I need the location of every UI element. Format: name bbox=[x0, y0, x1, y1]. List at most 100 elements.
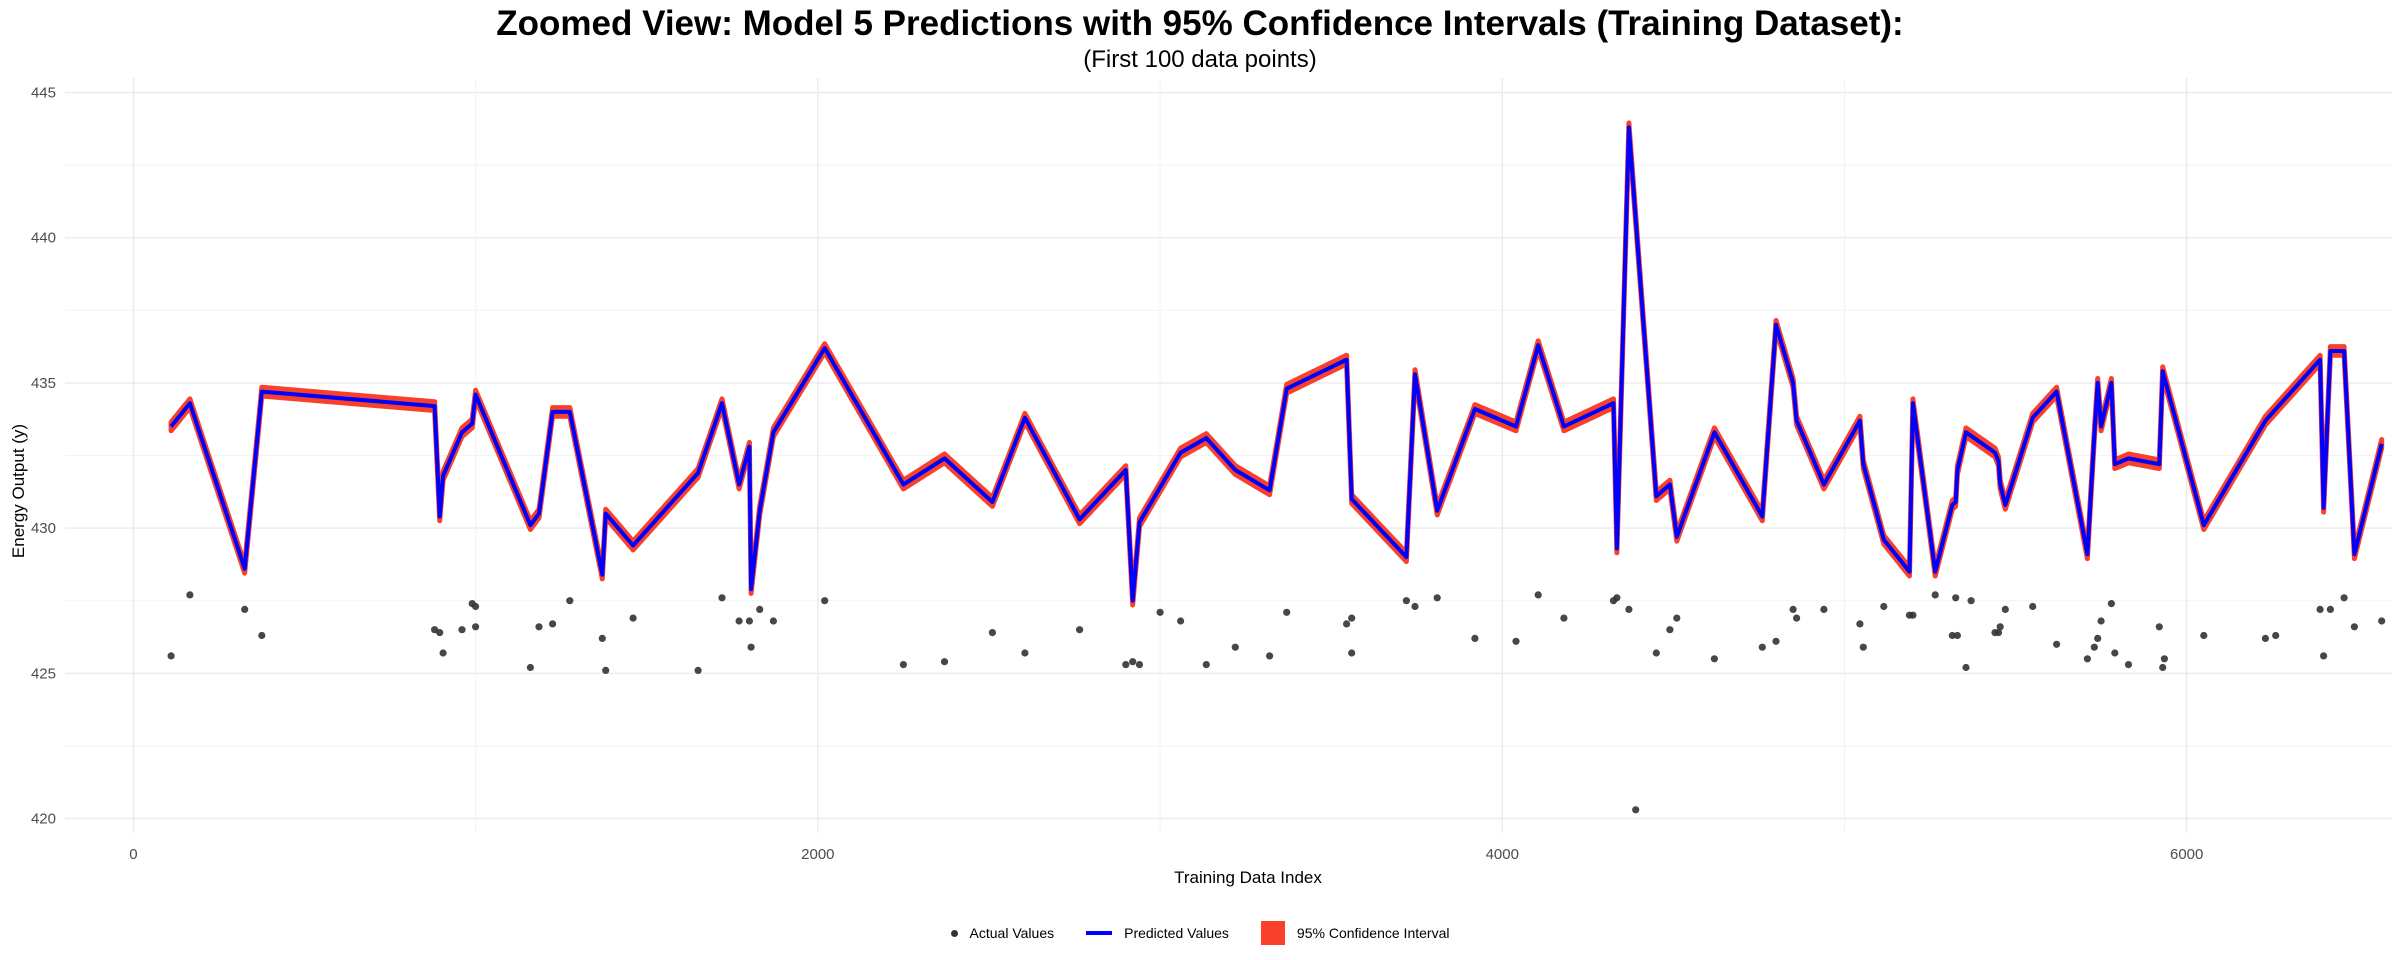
actual-value-point bbox=[1820, 605, 1828, 614]
actual-value-point bbox=[747, 643, 755, 651]
actual-value-point bbox=[1343, 620, 1351, 628]
actual-value-point bbox=[899, 661, 908, 669]
tick-labels-layer: 0 2000 4000 6000 420 425 430 435 440 445 bbox=[31, 85, 2203, 863]
actual-value-point bbox=[694, 666, 702, 675]
actual-value-point bbox=[472, 602, 480, 611]
actual-value-point bbox=[940, 658, 949, 666]
legend-item-predicted: Predicted Values bbox=[1086, 925, 1229, 941]
y-tick-label: 440 bbox=[31, 230, 56, 247]
actual-value-point bbox=[526, 663, 535, 672]
actual-value-point bbox=[1177, 617, 1185, 625]
actual-value-point bbox=[1135, 661, 1144, 669]
chart-title: Zoomed View: Model 5 Predictions with 95… bbox=[496, 4, 1904, 43]
actual-value-point bbox=[1402, 597, 1410, 605]
actual-value-point bbox=[2320, 652, 2328, 660]
x-tick-label: 2000 bbox=[801, 846, 834, 863]
actual-value-point bbox=[1880, 602, 1888, 611]
actual-value-point bbox=[2094, 634, 2102, 643]
actual-value-point bbox=[1283, 608, 1291, 616]
actual-value-point bbox=[1859, 643, 1867, 651]
legend-key-actual-dot bbox=[950, 929, 958, 937]
actual-value-point bbox=[1931, 591, 1939, 599]
actual-value-point bbox=[1613, 594, 1621, 602]
actual-value-point bbox=[1909, 611, 1917, 619]
x-tick-label: 6000 bbox=[2170, 846, 2203, 863]
actual-value-point bbox=[2083, 655, 2091, 663]
actual-value-point bbox=[2111, 649, 2119, 657]
legend: Actual Values Predicted Values 95% Confi… bbox=[0, 918, 2400, 948]
actual-value-point bbox=[167, 652, 175, 660]
actual-value-point bbox=[602, 666, 610, 675]
chart-subtitle: (First 100 data points) bbox=[1083, 46, 1317, 73]
actual-value-point bbox=[2090, 643, 2098, 651]
actual-value-point bbox=[718, 594, 726, 602]
actual-value-point bbox=[186, 591, 194, 599]
y-axis-title: Energy Output (y) bbox=[9, 424, 28, 558]
actual-value-point bbox=[2261, 634, 2269, 643]
actual-value-point bbox=[1411, 602, 1419, 611]
actual-value-point bbox=[2001, 605, 2009, 614]
actual-value-point bbox=[1789, 605, 1797, 614]
actual-value-point bbox=[1512, 637, 1520, 645]
actual-value-point bbox=[2107, 600, 2115, 608]
actual-value-point bbox=[745, 617, 754, 625]
actual-value-point bbox=[598, 634, 606, 643]
actual-value-point bbox=[1710, 655, 1718, 663]
actual-value-point bbox=[1673, 614, 1681, 622]
actual-value-point bbox=[458, 626, 466, 634]
y-tick-label: 420 bbox=[31, 810, 56, 827]
actual-value-point bbox=[472, 623, 480, 631]
actual-value-point bbox=[1652, 649, 1660, 657]
predicted-line-layer bbox=[169, 125, 2384, 603]
actual-value-point bbox=[1202, 661, 1210, 669]
actual-value-point bbox=[1953, 631, 1961, 640]
legend-item-actual: Actual Values bbox=[950, 925, 1055, 941]
actual-value-point bbox=[735, 617, 743, 625]
actual-value-point bbox=[1021, 649, 1029, 657]
legend-key-ci-fill bbox=[1260, 921, 1285, 945]
actual-value-point bbox=[1266, 652, 1274, 660]
actual-value-point bbox=[1967, 597, 1975, 605]
actual-value-point bbox=[2340, 594, 2348, 602]
actual-value-point bbox=[1948, 631, 1956, 640]
actual-value-point bbox=[1129, 658, 1137, 666]
x-axis-title: Training Data Index bbox=[1174, 868, 1322, 887]
actual-value-point bbox=[769, 617, 778, 625]
legend-label-predicted: Predicted Values bbox=[1124, 925, 1229, 941]
actual-value-point bbox=[535, 623, 543, 631]
actual-value-point bbox=[1156, 608, 1164, 616]
actual-value-point bbox=[1793, 614, 1801, 622]
actual-value-point bbox=[1471, 634, 1479, 643]
actual-value-point bbox=[2097, 617, 2105, 625]
predicted-values-line bbox=[169, 125, 2384, 603]
actual-value-point bbox=[2272, 631, 2280, 640]
confidence-interval-layer bbox=[168, 120, 2385, 608]
actual-value-point bbox=[1994, 629, 2003, 637]
actual-value-point bbox=[1952, 594, 1960, 602]
actual-value-point bbox=[1348, 614, 1356, 622]
actual-value-point bbox=[566, 597, 574, 605]
x-tick-label: 4000 bbox=[1486, 846, 1519, 863]
actual-value-point bbox=[1433, 594, 1441, 602]
legend-label-actual: Actual Values bbox=[969, 925, 1055, 941]
y-tick-label: 430 bbox=[31, 520, 56, 537]
actual-value-point bbox=[1076, 626, 1084, 634]
actual-value-point bbox=[436, 629, 444, 637]
actual-value-point bbox=[439, 649, 447, 657]
actual-value-point bbox=[2316, 605, 2324, 614]
y-tick-label: 435 bbox=[31, 375, 56, 392]
legend-label-ci: 95% Confidence Interval bbox=[1296, 925, 1450, 941]
y-tick-label: 425 bbox=[31, 665, 56, 682]
y-tick-label: 445 bbox=[31, 85, 56, 102]
legend-key-predicted-line bbox=[1086, 931, 1113, 935]
actual-value-point bbox=[1534, 591, 1542, 599]
actual-value-point bbox=[988, 629, 997, 637]
actual-value-point bbox=[1632, 806, 1640, 814]
actual-value-point bbox=[1666, 626, 1674, 634]
actual-value-point bbox=[2124, 661, 2133, 669]
actual-value-point bbox=[1231, 643, 1239, 651]
actual-value-point bbox=[241, 605, 249, 614]
actual-value-point bbox=[629, 614, 637, 622]
actual-value-point bbox=[1122, 661, 1130, 669]
actual-value-point bbox=[2029, 602, 2037, 611]
